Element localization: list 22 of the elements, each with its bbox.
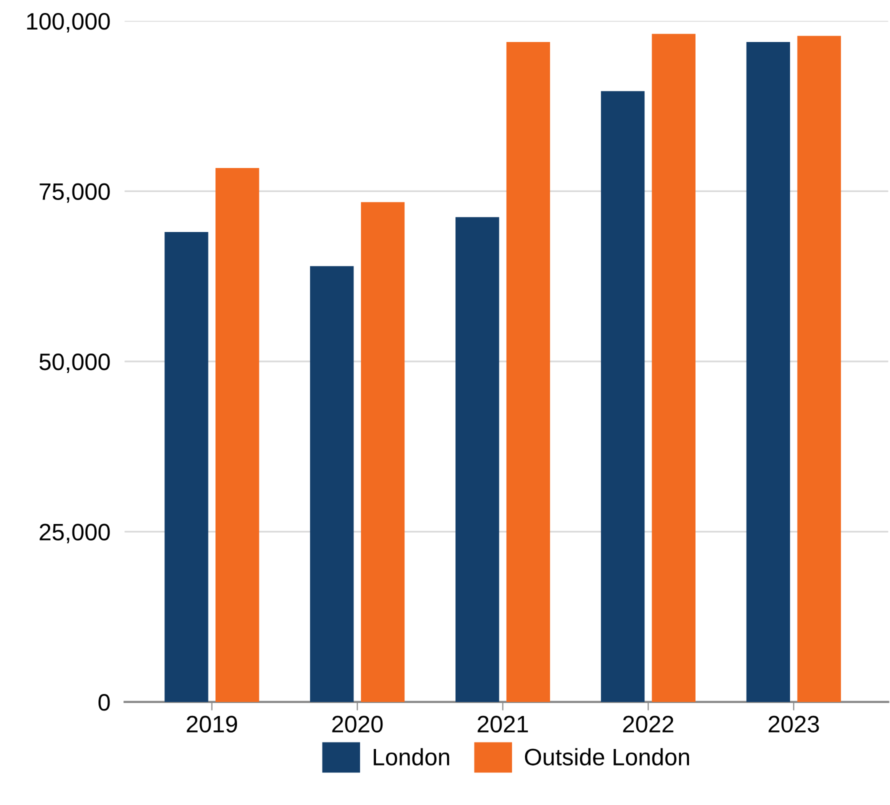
bar	[652, 34, 696, 702]
bar	[360, 202, 405, 702]
legend-label: London	[374, 748, 450, 766]
y-tick-label: 0	[98, 694, 110, 711]
bar	[600, 91, 645, 702]
bar	[310, 266, 354, 702]
y-tick-label: 75,000	[40, 183, 110, 203]
x-tick-label: 2021	[478, 716, 528, 732]
x-tick-label: 2022	[623, 716, 674, 732]
y-tick-label: 25,000	[40, 524, 110, 544]
x-tick-label: 2023	[768, 716, 819, 732]
x-tick-label: 2020	[332, 716, 383, 732]
bar	[164, 232, 208, 702]
bar	[506, 42, 550, 702]
legend-label: Outside London	[524, 748, 690, 766]
y-tick-label: 50,000	[39, 354, 110, 374]
bar	[797, 36, 841, 702]
bar	[456, 217, 500, 702]
bar	[216, 168, 260, 702]
bar	[746, 42, 790, 702]
y-tick-label: 100,000	[27, 13, 110, 33]
x-tick-label: 2019	[186, 716, 238, 732]
